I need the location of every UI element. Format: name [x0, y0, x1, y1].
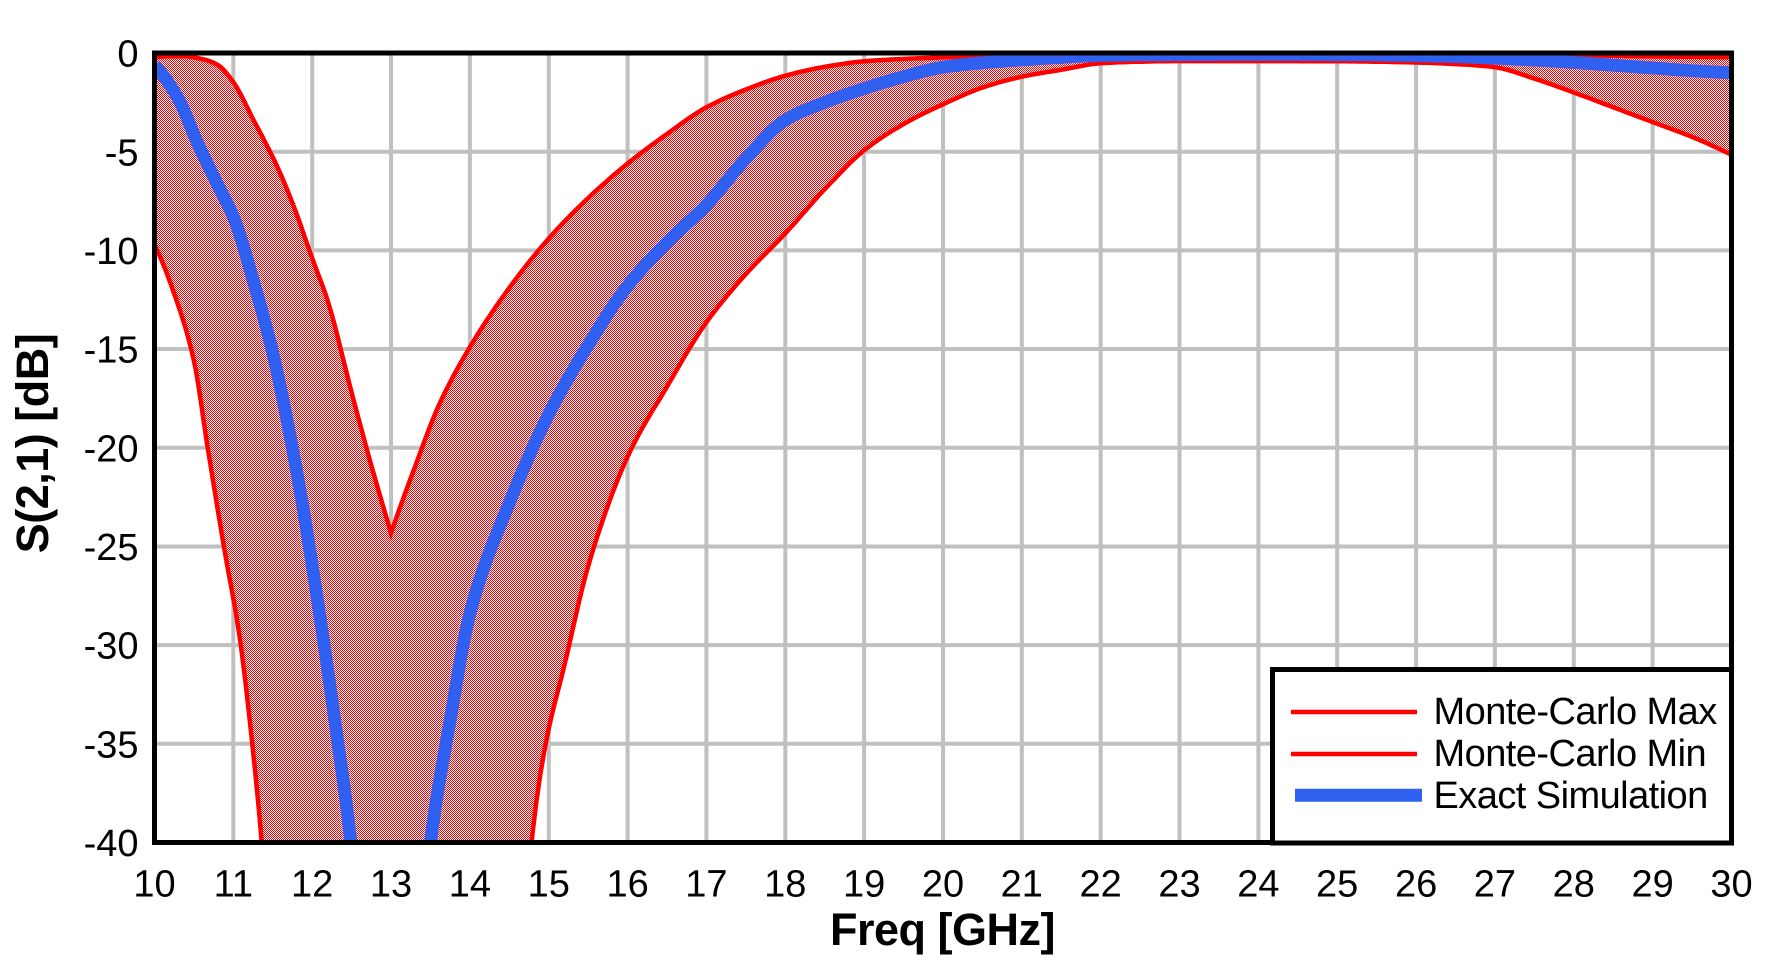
svg-text:Exact Simulation: Exact Simulation — [1434, 775, 1708, 817]
svg-text:29: 29 — [1631, 864, 1673, 906]
svg-text:28: 28 — [1553, 864, 1595, 906]
svg-text:23: 23 — [1158, 864, 1200, 906]
svg-text:15: 15 — [528, 864, 570, 906]
svg-text:12: 12 — [291, 864, 333, 906]
svg-text:Freq [GHz]: Freq [GHz] — [830, 904, 1055, 955]
svg-text:Monte-Carlo Min: Monte-Carlo Min — [1434, 733, 1707, 775]
svg-text:17: 17 — [685, 864, 727, 906]
svg-text:26: 26 — [1395, 864, 1437, 906]
svg-text:Monte-Carlo Max: Monte-Carlo Max — [1434, 691, 1718, 733]
svg-text:30: 30 — [1710, 864, 1752, 906]
svg-text:-35: -35 — [84, 724, 139, 766]
svg-text:19: 19 — [843, 864, 885, 906]
svg-text:27: 27 — [1474, 864, 1516, 906]
svg-text:20: 20 — [922, 864, 964, 906]
svg-text:-30: -30 — [84, 626, 139, 668]
svg-text:14: 14 — [449, 864, 491, 906]
svg-text:-20: -20 — [84, 428, 139, 470]
svg-text:21: 21 — [1001, 864, 1043, 906]
svg-text:S(2,1) [dB]: S(2,1) [dB] — [7, 334, 58, 554]
svg-text:-25: -25 — [84, 527, 139, 569]
svg-text:10: 10 — [133, 864, 175, 906]
svg-text:0: 0 — [117, 34, 138, 76]
svg-text:13: 13 — [370, 864, 412, 906]
svg-text:11: 11 — [214, 864, 253, 906]
svg-text:16: 16 — [606, 864, 648, 906]
svg-text:-40: -40 — [84, 823, 139, 865]
svg-text:25: 25 — [1316, 864, 1358, 906]
svg-text:18: 18 — [764, 864, 806, 906]
svg-text:22: 22 — [1080, 864, 1122, 906]
svg-text:-5: -5 — [105, 132, 139, 174]
svg-text:-15: -15 — [84, 330, 139, 372]
svg-text:-10: -10 — [84, 231, 139, 273]
svg-text:24: 24 — [1237, 864, 1279, 906]
